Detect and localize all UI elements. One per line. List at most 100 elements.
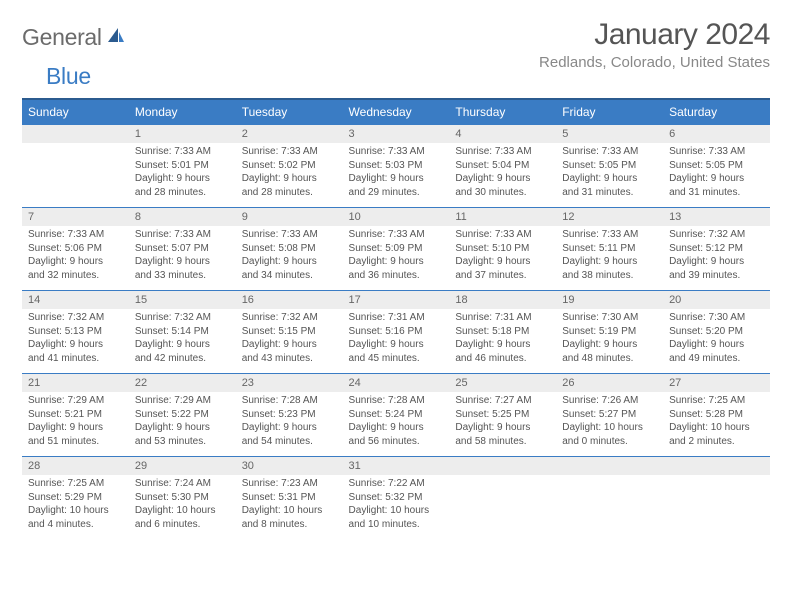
day-cell: Sunrise: 7:33 AMSunset: 5:01 PMDaylight:…	[129, 143, 236, 208]
day-cell: Sunrise: 7:33 AMSunset: 5:04 PMDaylight:…	[449, 143, 556, 208]
day-number: 26	[556, 374, 663, 393]
d1-text: Daylight: 10 hours	[28, 504, 123, 518]
d1-text: Daylight: 9 hours	[135, 172, 230, 186]
sunset-text: Sunset: 5:03 PM	[349, 159, 444, 173]
day-header: Tuesday	[236, 99, 343, 125]
day-cell: Sunrise: 7:33 AMSunset: 5:02 PMDaylight:…	[236, 143, 343, 208]
d1-text: Daylight: 9 hours	[135, 421, 230, 435]
day-number: 14	[22, 291, 129, 310]
d2-text: and 31 minutes.	[669, 186, 764, 200]
sunrise-text: Sunrise: 7:28 AM	[349, 394, 444, 408]
sunrise-text: Sunrise: 7:33 AM	[455, 228, 550, 242]
sunrise-text: Sunrise: 7:29 AM	[135, 394, 230, 408]
day-cell	[449, 475, 556, 539]
d1-text: Daylight: 9 hours	[669, 172, 764, 186]
day-number: 12	[556, 208, 663, 227]
d2-text: and 8 minutes.	[242, 518, 337, 532]
day-number: 16	[236, 291, 343, 310]
sunrise-text: Sunrise: 7:32 AM	[669, 228, 764, 242]
day-cell: Sunrise: 7:33 AMSunset: 5:03 PMDaylight:…	[343, 143, 450, 208]
day-number: 11	[449, 208, 556, 227]
d2-text: and 4 minutes.	[28, 518, 123, 532]
day-cell: Sunrise: 7:33 AMSunset: 5:06 PMDaylight:…	[22, 226, 129, 291]
day-cell: Sunrise: 7:32 AMSunset: 5:13 PMDaylight:…	[22, 309, 129, 374]
d2-text: and 2 minutes.	[669, 435, 764, 449]
d2-text: and 58 minutes.	[455, 435, 550, 449]
day-cell: Sunrise: 7:29 AMSunset: 5:21 PMDaylight:…	[22, 392, 129, 457]
d2-text: and 28 minutes.	[135, 186, 230, 200]
day-cell: Sunrise: 7:33 AMSunset: 5:05 PMDaylight:…	[556, 143, 663, 208]
sunset-text: Sunset: 5:13 PM	[28, 325, 123, 339]
day-number: 2	[236, 125, 343, 144]
day-cell: Sunrise: 7:22 AMSunset: 5:32 PMDaylight:…	[343, 475, 450, 539]
day-cell: Sunrise: 7:30 AMSunset: 5:19 PMDaylight:…	[556, 309, 663, 374]
d1-text: Daylight: 9 hours	[455, 421, 550, 435]
d1-text: Daylight: 9 hours	[28, 255, 123, 269]
d1-text: Daylight: 9 hours	[669, 255, 764, 269]
sunrise-text: Sunrise: 7:33 AM	[135, 145, 230, 159]
sunset-text: Sunset: 5:20 PM	[669, 325, 764, 339]
d1-text: Daylight: 9 hours	[349, 421, 444, 435]
d1-text: Daylight: 10 hours	[135, 504, 230, 518]
day-cell: Sunrise: 7:32 AMSunset: 5:15 PMDaylight:…	[236, 309, 343, 374]
day-header: Thursday	[449, 99, 556, 125]
d1-text: Daylight: 9 hours	[455, 255, 550, 269]
sunset-text: Sunset: 5:30 PM	[135, 491, 230, 505]
d1-text: Daylight: 9 hours	[28, 338, 123, 352]
d1-text: Daylight: 9 hours	[669, 338, 764, 352]
d2-text: and 33 minutes.	[135, 269, 230, 283]
d2-text: and 28 minutes.	[242, 186, 337, 200]
sunrise-text: Sunrise: 7:24 AM	[135, 477, 230, 491]
d2-text: and 38 minutes.	[562, 269, 657, 283]
sunrise-text: Sunrise: 7:32 AM	[242, 311, 337, 325]
sunset-text: Sunset: 5:14 PM	[135, 325, 230, 339]
day-cell: Sunrise: 7:30 AMSunset: 5:20 PMDaylight:…	[663, 309, 770, 374]
d2-text: and 42 minutes.	[135, 352, 230, 366]
day-number: 29	[129, 457, 236, 476]
calendar-head: Sunday Monday Tuesday Wednesday Thursday…	[22, 99, 770, 125]
daydata-row: Sunrise: 7:33 AMSunset: 5:01 PMDaylight:…	[22, 143, 770, 208]
day-cell: Sunrise: 7:24 AMSunset: 5:30 PMDaylight:…	[129, 475, 236, 539]
day-number: 18	[449, 291, 556, 310]
day-number	[449, 457, 556, 476]
sunset-text: Sunset: 5:23 PM	[242, 408, 337, 422]
daynum-row: 123456	[22, 125, 770, 144]
d2-text: and 45 minutes.	[349, 352, 444, 366]
d1-text: Daylight: 9 hours	[349, 255, 444, 269]
day-number: 3	[343, 125, 450, 144]
sunset-text: Sunset: 5:22 PM	[135, 408, 230, 422]
sunset-text: Sunset: 5:28 PM	[669, 408, 764, 422]
sunset-text: Sunset: 5:06 PM	[28, 242, 123, 256]
day-number: 20	[663, 291, 770, 310]
day-number: 31	[343, 457, 450, 476]
sunrise-text: Sunrise: 7:33 AM	[669, 145, 764, 159]
d2-text: and 41 minutes.	[28, 352, 123, 366]
sunset-text: Sunset: 5:16 PM	[349, 325, 444, 339]
day-number: 13	[663, 208, 770, 227]
d2-text: and 10 minutes.	[349, 518, 444, 532]
day-cell: Sunrise: 7:26 AMSunset: 5:27 PMDaylight:…	[556, 392, 663, 457]
sunrise-text: Sunrise: 7:33 AM	[349, 145, 444, 159]
sunrise-text: Sunrise: 7:30 AM	[562, 311, 657, 325]
day-cell: Sunrise: 7:28 AMSunset: 5:23 PMDaylight:…	[236, 392, 343, 457]
sail-icon	[106, 26, 126, 49]
sunset-text: Sunset: 5:21 PM	[28, 408, 123, 422]
sunset-text: Sunset: 5:01 PM	[135, 159, 230, 173]
sunrise-text: Sunrise: 7:33 AM	[349, 228, 444, 242]
d2-text: and 48 minutes.	[562, 352, 657, 366]
d1-text: Daylight: 9 hours	[562, 255, 657, 269]
day-number: 22	[129, 374, 236, 393]
sunrise-text: Sunrise: 7:33 AM	[135, 228, 230, 242]
day-header-row: Sunday Monday Tuesday Wednesday Thursday…	[22, 99, 770, 125]
d1-text: Daylight: 9 hours	[349, 338, 444, 352]
sunrise-text: Sunrise: 7:22 AM	[349, 477, 444, 491]
page-title: January 2024	[539, 18, 770, 52]
d1-text: Daylight: 10 hours	[242, 504, 337, 518]
day-number: 7	[22, 208, 129, 227]
d2-text: and 53 minutes.	[135, 435, 230, 449]
sunrise-text: Sunrise: 7:32 AM	[28, 311, 123, 325]
daynum-row: 78910111213	[22, 208, 770, 227]
sunrise-text: Sunrise: 7:29 AM	[28, 394, 123, 408]
day-number: 15	[129, 291, 236, 310]
sunrise-text: Sunrise: 7:33 AM	[455, 145, 550, 159]
